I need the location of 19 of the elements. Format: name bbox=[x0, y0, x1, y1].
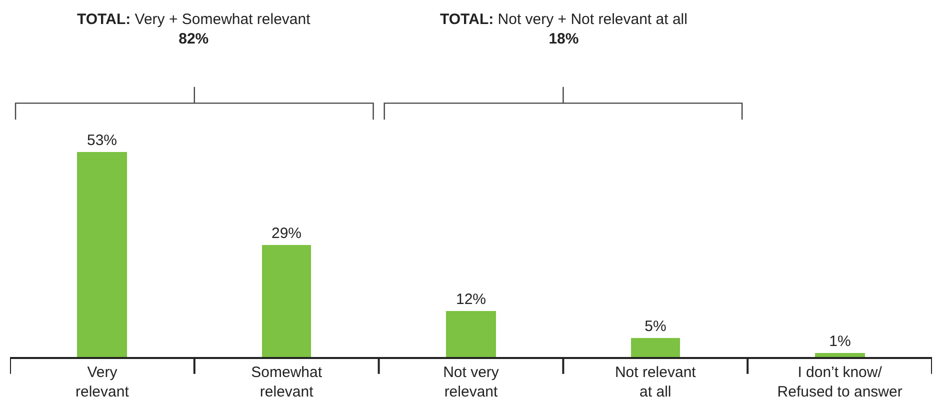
data-label: 12% bbox=[456, 291, 486, 308]
data-label: 53% bbox=[86, 132, 118, 149]
bar bbox=[262, 245, 311, 357]
x-tick-label: Very relevant bbox=[76, 364, 130, 400]
text: TOTAL: Very + Somewhat relevant bbox=[77, 11, 312, 28]
text: 82% bbox=[178, 30, 209, 48]
data-label: 1% bbox=[829, 333, 851, 350]
data-label: 5% bbox=[644, 318, 666, 335]
x-tick-label: Not relevant at all bbox=[614, 364, 697, 400]
bar bbox=[446, 311, 496, 357]
bar bbox=[631, 338, 680, 357]
text: 18% bbox=[548, 30, 579, 48]
x-tick-label: Not very relevant bbox=[443, 364, 500, 400]
x-tick-label: I don’t know/ Refused to answer bbox=[777, 364, 902, 400]
x-tick-label: Somewhat relevant bbox=[251, 364, 323, 400]
data-label: 29% bbox=[271, 225, 302, 242]
bar bbox=[815, 353, 865, 357]
bar bbox=[77, 152, 127, 357]
text: TOTAL: Not very + Not relevant at all bbox=[440, 11, 688, 28]
